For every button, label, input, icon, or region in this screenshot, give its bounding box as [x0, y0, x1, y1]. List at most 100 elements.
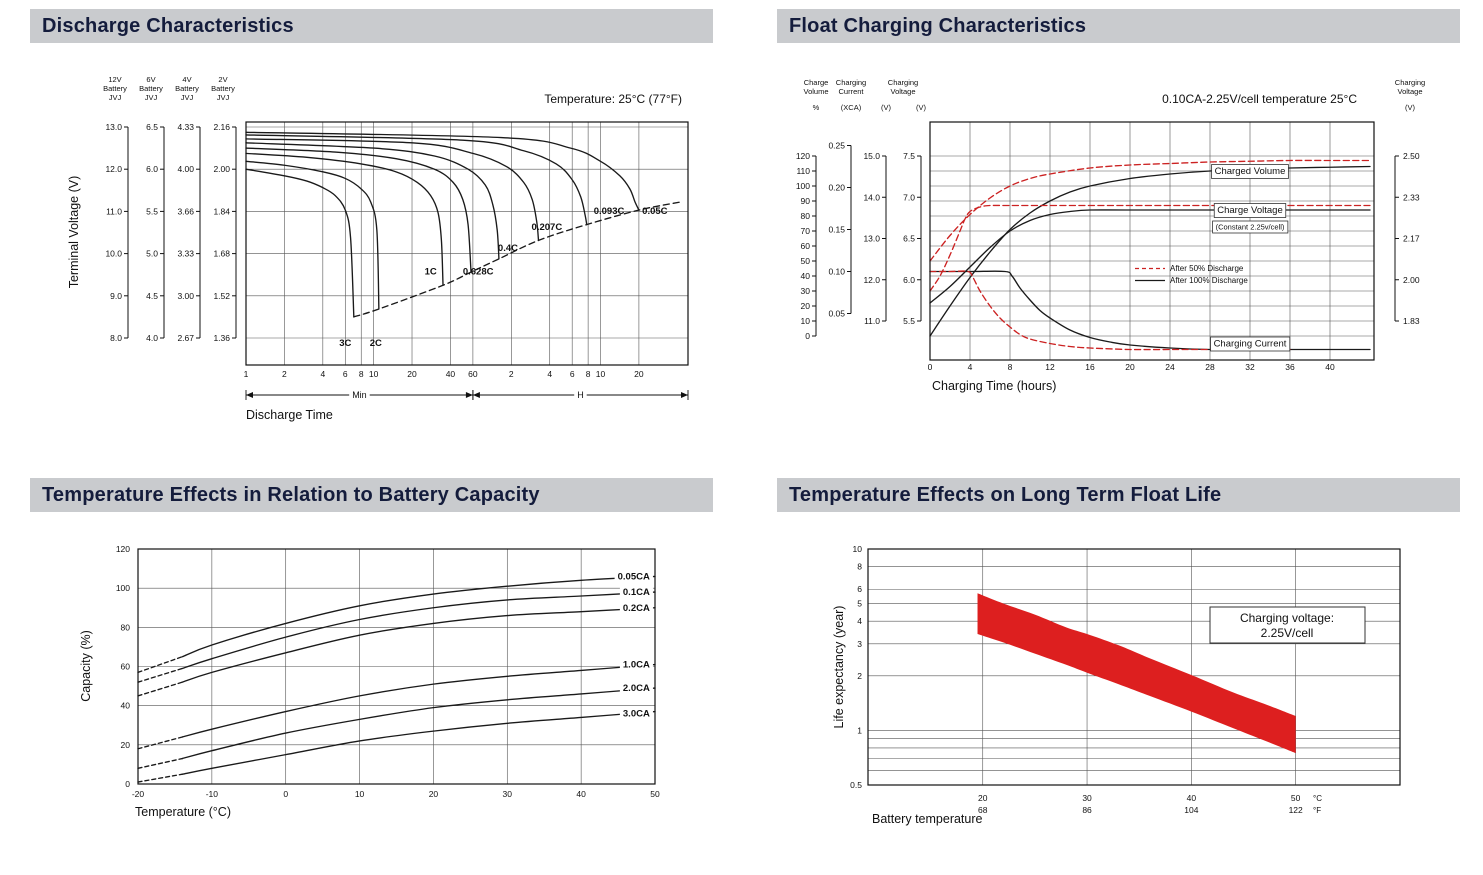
svg-text:3.66: 3.66: [177, 206, 194, 216]
svg-text:15.0: 15.0: [863, 151, 880, 161]
svg-text:-10: -10: [206, 789, 219, 799]
panel-temp-capacity-title: Temperature Effects in Relation to Batte…: [42, 484, 540, 506]
svg-text:32: 32: [1245, 362, 1255, 372]
svg-text:Terminal Voltage (V): Terminal Voltage (V): [67, 176, 81, 289]
svg-text:10: 10: [801, 316, 811, 326]
svg-text:110: 110: [796, 166, 810, 176]
svg-text:4: 4: [857, 616, 862, 626]
svg-text:4: 4: [320, 369, 325, 379]
svg-text:5: 5: [857, 599, 862, 609]
svg-text:3: 3: [857, 639, 862, 649]
svg-text:After 50% Discharge: After 50% Discharge: [1170, 264, 1244, 273]
svg-text:10: 10: [369, 369, 379, 379]
svg-text:0.15: 0.15: [828, 225, 845, 235]
svg-text:12V: 12V: [108, 75, 121, 84]
svg-text:1.68: 1.68: [213, 249, 230, 259]
svg-text:0.05CA: 0.05CA: [618, 571, 650, 582]
svg-text:Charging Current: Charging Current: [1214, 339, 1287, 350]
svg-text:0.5: 0.5: [850, 780, 862, 790]
svg-text:90: 90: [801, 196, 811, 206]
svg-text:JVJ: JVJ: [109, 93, 122, 102]
svg-text:13.0: 13.0: [863, 234, 880, 244]
svg-text:0.10CA-2.25V/cell temperature: 0.10CA-2.25V/cell temperature 25°C: [1162, 92, 1357, 106]
svg-text:10: 10: [853, 544, 863, 554]
svg-text:Battery: Battery: [211, 84, 235, 93]
svg-text:40: 40: [121, 701, 131, 711]
svg-text:(V): (V): [881, 103, 892, 112]
svg-text:20: 20: [121, 740, 131, 750]
svg-text:100: 100: [796, 181, 810, 191]
svg-text:40: 40: [576, 789, 586, 799]
svg-text:Battery temperature: Battery temperature: [872, 812, 983, 826]
svg-text:20: 20: [634, 369, 644, 379]
svg-text:11.0: 11.0: [864, 316, 880, 326]
svg-text:6: 6: [343, 369, 348, 379]
svg-text:16: 16: [1085, 362, 1095, 372]
svg-text:JVJ: JVJ: [181, 93, 194, 102]
panel-discharge-title: Discharge Characteristics: [42, 15, 294, 37]
svg-text:Temperature (°C): Temperature (°C): [135, 805, 231, 819]
svg-text:8.0: 8.0: [110, 333, 122, 343]
svg-text:1.83: 1.83: [1403, 316, 1420, 326]
svg-text:0.207C: 0.207C: [532, 222, 563, 233]
svg-text:70: 70: [801, 226, 811, 236]
svg-text:0.628C: 0.628C: [463, 267, 494, 278]
svg-text:0.093C: 0.093C: [594, 206, 625, 217]
svg-text:4.0: 4.0: [146, 333, 158, 343]
panel-discharge-header: Discharge Characteristics: [30, 9, 713, 43]
svg-text:Battery: Battery: [103, 84, 127, 93]
svg-text:4: 4: [968, 362, 973, 372]
svg-text:30: 30: [1082, 793, 1092, 803]
svg-text:0: 0: [928, 362, 933, 372]
temp-capacity-chart: -20 -10 0 10 20 30 40 50 0 20 40 60 80 100 120 0.05CA 0.…: [79, 544, 660, 819]
float-life-chart: 1086543210.5206830864010450122°C°FChargi…: [832, 544, 1401, 826]
svg-text:0.25: 0.25: [828, 141, 845, 151]
svg-text:0: 0: [125, 779, 130, 789]
svg-text:1.84: 1.84: [213, 206, 230, 216]
svg-text:24: 24: [1165, 362, 1175, 372]
svg-text:20: 20: [1125, 362, 1135, 372]
panel-discharge: Discharge Characteristics 1 2 4 6 8 10 20 40 60 2…: [30, 9, 713, 449]
svg-text:120: 120: [116, 544, 130, 554]
svg-text:122: 122: [1289, 805, 1303, 815]
svg-text:Charged Volume: Charged Volume: [1215, 166, 1286, 177]
svg-text:2.16: 2.16: [213, 122, 230, 132]
svg-text:2V: 2V: [218, 75, 227, 84]
svg-text:12: 12: [1045, 362, 1055, 372]
svg-text:8: 8: [1008, 362, 1013, 372]
svg-text:Temperature: 25°C (77°F): Temperature: 25°C (77°F): [544, 92, 682, 106]
svg-text:(XCA): (XCA): [841, 103, 862, 112]
svg-text:Volume: Volume: [803, 87, 828, 96]
svg-text:0.20: 0.20: [828, 183, 845, 193]
svg-text:60: 60: [801, 241, 811, 251]
svg-text:0.10: 0.10: [828, 267, 845, 277]
svg-text:8: 8: [857, 562, 862, 572]
svg-text:2.67: 2.67: [177, 333, 194, 343]
svg-text:After 100% Discharge: After 100% Discharge: [1170, 276, 1248, 285]
svg-text:H: H: [577, 390, 584, 400]
svg-text:Discharge Time: Discharge Time: [246, 408, 333, 422]
float-charging-chart: 0 4 8 12 16 20 24 28 32 36 40 0 10 20 30 40 50 60 70 80 90 10…: [796, 78, 1425, 393]
svg-text:(Constant 2.25v/cell): (Constant 2.25v/cell): [1216, 223, 1285, 232]
svg-text:68: 68: [978, 805, 988, 815]
svg-text:10: 10: [596, 369, 606, 379]
svg-text:40: 40: [1325, 362, 1335, 372]
svg-text:50: 50: [650, 789, 660, 799]
svg-text:2.25V/cell: 2.25V/cell: [1261, 626, 1314, 640]
svg-text:0.2CA: 0.2CA: [623, 603, 650, 614]
svg-text:Charging voltage:: Charging voltage:: [1240, 611, 1334, 625]
svg-text:13.0: 13.0: [105, 122, 122, 132]
svg-text:2.50: 2.50: [1403, 151, 1420, 161]
svg-text:10.0: 10.0: [105, 249, 122, 259]
svg-text:12.0: 12.0: [105, 164, 122, 174]
svg-text:2.33: 2.33: [1403, 192, 1420, 202]
svg-text:Voltage: Voltage: [1397, 87, 1422, 96]
svg-text:Min: Min: [352, 390, 367, 400]
svg-text:6.5: 6.5: [903, 234, 915, 244]
panel-float-charging-title: Float Charging Characteristics: [789, 15, 1087, 37]
svg-text:0.4C: 0.4C: [498, 243, 518, 254]
svg-text:°C: °C: [1313, 794, 1322, 803]
svg-text:%: %: [813, 103, 820, 112]
svg-text:Battery: Battery: [139, 84, 163, 93]
svg-text:60: 60: [121, 662, 131, 672]
